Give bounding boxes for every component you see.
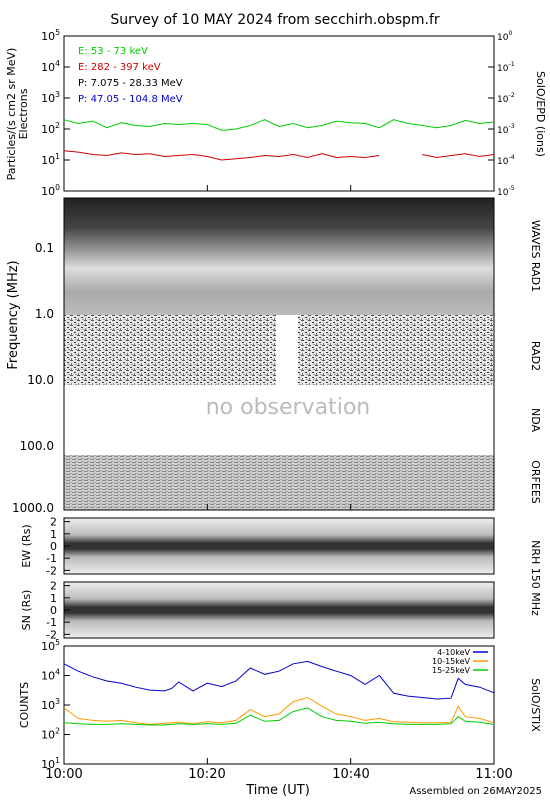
particles-frame	[63, 35, 495, 192]
radio-panel: no observation Frequency (MHz) 0.1 1.0 1…	[6, 197, 542, 515]
y-tick-label: 105	[41, 28, 60, 43]
y-tick-label: 100	[497, 30, 512, 43]
stix-frame	[63, 645, 495, 765]
y-tick-label: 2	[50, 580, 57, 593]
series-line-1	[63, 696, 495, 725]
y-tick-label: 104	[41, 59, 60, 74]
rad2-spectrogram-left	[64, 315, 276, 385]
stix-right-label: SolO/STIX	[529, 678, 542, 732]
particles-legend-e2: E: 282 - 397 keV	[78, 62, 161, 73]
nrh-sn-map	[64, 582, 494, 638]
tick-label-0-1: 0.1	[35, 241, 54, 255]
y-tick-label: 2	[50, 516, 57, 529]
y-tick-label: 10-2	[497, 92, 515, 105]
y-tick-label: 10-1	[497, 61, 515, 74]
y-tick-label: 103	[41, 697, 60, 712]
stix-panel: 101 102 103 104 105 4-10keV 10-15keV 15-25ke…	[18, 638, 542, 771]
figure-title: Survey of 10 MAY 2024 from secchirh.obsp…	[110, 12, 440, 28]
y-tick-label: 105	[41, 638, 60, 653]
stix-legend-4-10: 4-10keV	[437, 648, 470, 657]
stix-legend-15-25: 15-25keV	[432, 666, 471, 675]
particles-ylabel-electrons: Electrons	[17, 88, 30, 139]
time-tick-10-20: 10:20	[188, 767, 225, 782]
y-tick-label: 104	[41, 668, 60, 683]
y-tick-label: -1	[46, 552, 57, 565]
particles-lines	[63, 119, 495, 161]
tick-label-100-0: 100.0	[20, 439, 54, 453]
y-tick-label: 1	[50, 528, 57, 541]
particles-legend-p2: P: 47.05 - 104.8 MeV	[78, 94, 183, 105]
particles-ylabel: Particles/(s cm2 sr MeV)	[5, 48, 18, 181]
particles-legend-e1: E: 53 - 73 keV	[78, 46, 148, 57]
y-tick-label: 102	[41, 727, 60, 742]
assembled-footer: Assembled on 26MAY2025	[409, 786, 542, 797]
particles-right-ticks: 10-5 10-4 10-3 10-2 10-1 100	[488, 30, 515, 198]
rad2-label: RAD2	[529, 341, 542, 371]
orfees-label: ORFEES	[529, 460, 542, 504]
y-tick-label: 1	[50, 592, 57, 605]
series-line-1	[63, 150, 495, 161]
nrh-ew-map	[64, 518, 494, 574]
time-tick-11-00: 11:00	[475, 767, 512, 782]
y-tick-label: 102	[41, 121, 60, 136]
particles-right-label: SoIO/EPD (ions)	[534, 71, 547, 157]
time-tick-10-00: 10:00	[45, 767, 82, 782]
rad2-spectrogram-right	[298, 315, 494, 385]
no-observation-label: no observation	[206, 395, 371, 420]
y-tick-label: 0	[50, 604, 57, 617]
y-tick-label: 100	[41, 183, 60, 198]
tick-label-10-0: 10.0	[27, 373, 54, 387]
nrh-ew-label: EW (Rs)	[20, 524, 33, 567]
time-axis: 10:00 10:20 10:40 11:00 Time (UT) Assemb…	[45, 185, 542, 798]
tick-label-1000-0: 1000.0	[12, 501, 54, 515]
nrh-right-label: NRH 150 MHz	[529, 540, 542, 616]
radio-ylabel: Frequency (MHz)	[6, 260, 21, 369]
particles-left-ticks: 100 101 102 103 104 105	[41, 28, 70, 198]
stix-ylabel: COUNTS	[18, 682, 31, 728]
y-tick-label: 103	[41, 90, 60, 105]
tick-label-1-0: 1.0	[35, 307, 54, 321]
particles-legend-p1: P: 7.075 - 28.33 MeV	[78, 78, 183, 89]
y-tick-label: 0	[50, 540, 57, 553]
series-line-2	[63, 707, 495, 726]
nda-label: NDA	[529, 408, 542, 433]
orfees-spectrogram	[64, 455, 494, 510]
time-tick-10-40: 10:40	[332, 767, 369, 782]
series-line-0	[63, 119, 495, 131]
stix-legend-10-15: 10-15keV	[432, 657, 471, 666]
y-tick-label: 10-3	[497, 123, 515, 136]
waves-rad1-label: WAVES RAD1	[529, 220, 542, 292]
series-line-0	[63, 660, 495, 700]
nrh-sn-label: SN (Rs)	[20, 590, 33, 631]
y-tick-label: 10-5	[497, 185, 515, 198]
stix-ticks: 101 102 103 104 105	[41, 638, 70, 771]
stix-lines	[63, 660, 495, 726]
time-ticks	[63, 185, 495, 764]
y-tick-label: 101	[41, 152, 60, 167]
y-tick-label: 10-4	[497, 154, 515, 167]
waves-spectrogram	[64, 198, 494, 315]
y-tick-label: 101	[41, 756, 60, 771]
y-tick-label: -2	[46, 628, 57, 641]
y-tick-label: -1	[46, 616, 57, 629]
time-axis-label: Time (UT)	[245, 783, 310, 798]
radio-frame	[63, 197, 495, 511]
y-tick-label: -2	[46, 564, 57, 577]
